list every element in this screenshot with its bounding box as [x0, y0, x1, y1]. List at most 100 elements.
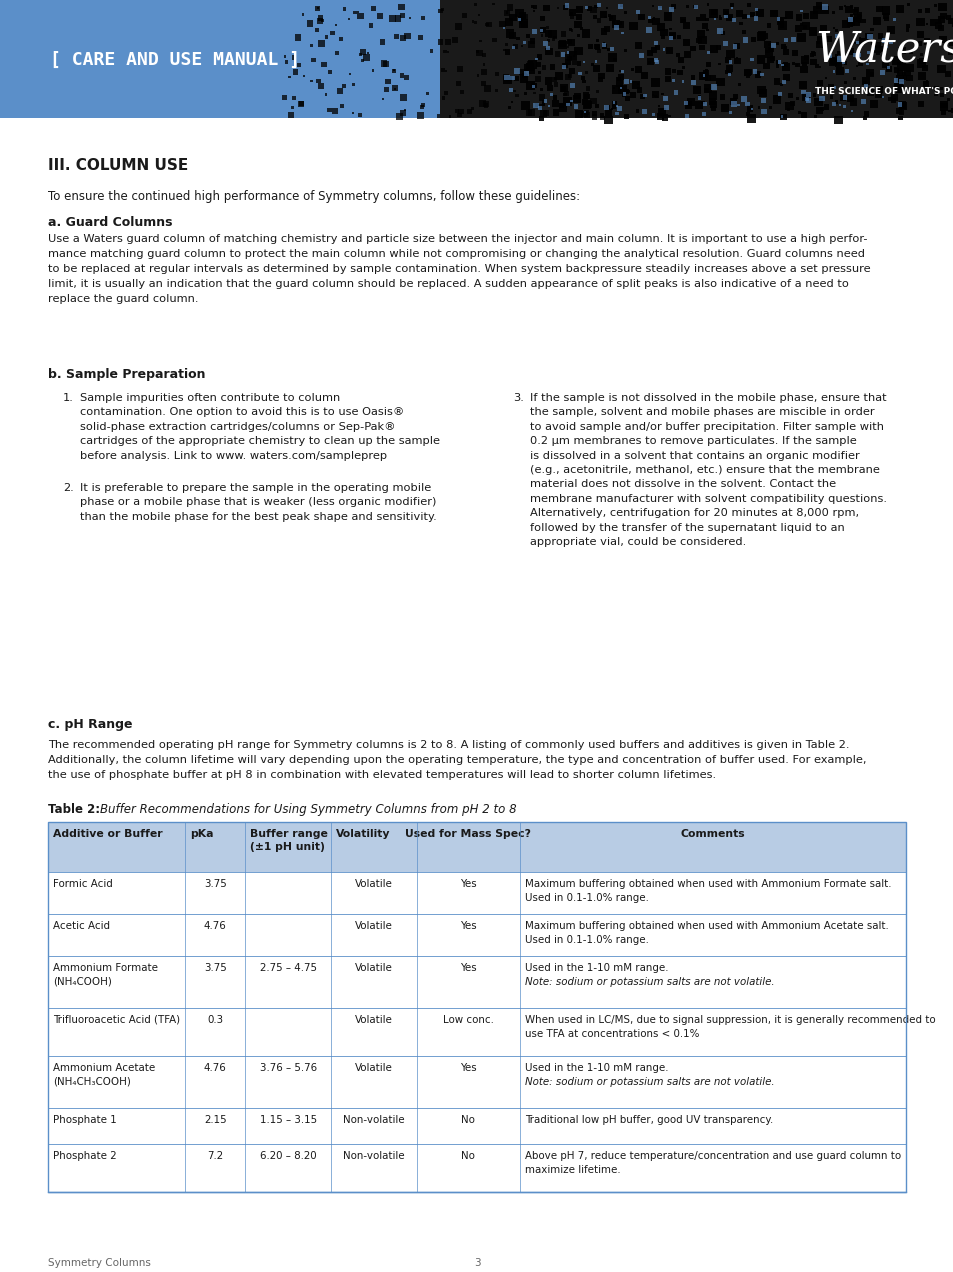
- Bar: [844, 6, 852, 13]
- Text: 3: 3: [474, 1258, 479, 1268]
- Bar: [605, 6, 608, 9]
- Bar: [629, 80, 632, 83]
- Bar: [384, 86, 389, 93]
- Bar: [787, 93, 792, 98]
- Bar: [566, 39, 572, 45]
- Bar: [48, 1108, 905, 1144]
- Bar: [790, 37, 795, 42]
- Bar: [741, 29, 745, 33]
- Bar: [338, 37, 343, 41]
- Bar: [680, 80, 683, 83]
- Bar: [801, 61, 805, 66]
- Bar: [48, 873, 905, 915]
- Bar: [782, 62, 787, 67]
- Bar: [830, 59, 835, 64]
- Bar: [573, 104, 578, 108]
- Bar: [339, 104, 344, 108]
- Bar: [372, 70, 374, 71]
- Bar: [823, 104, 828, 109]
- Bar: [841, 61, 843, 64]
- Bar: [872, 46, 880, 53]
- Bar: [661, 114, 667, 121]
- Bar: [829, 95, 832, 99]
- Bar: [856, 13, 861, 17]
- Bar: [809, 10, 818, 19]
- Bar: [723, 15, 727, 18]
- Text: [ CARE AND USE MANUAL ]: [ CARE AND USE MANUAL ]: [50, 51, 300, 69]
- Bar: [297, 100, 304, 107]
- Bar: [896, 70, 902, 76]
- Bar: [729, 111, 732, 113]
- Bar: [898, 79, 903, 84]
- Bar: [561, 65, 565, 69]
- Bar: [837, 51, 841, 55]
- Bar: [455, 23, 461, 31]
- Bar: [731, 18, 735, 22]
- Bar: [356, 10, 359, 13]
- Bar: [833, 86, 836, 89]
- Bar: [795, 64, 797, 66]
- Bar: [335, 24, 337, 27]
- Bar: [624, 95, 629, 100]
- Bar: [514, 76, 518, 81]
- Bar: [760, 98, 765, 103]
- Bar: [564, 59, 571, 65]
- Bar: [704, 75, 710, 81]
- Bar: [516, 37, 519, 41]
- Bar: [617, 22, 623, 28]
- Text: 4.76: 4.76: [204, 921, 227, 931]
- Bar: [349, 73, 351, 75]
- Bar: [592, 65, 599, 73]
- Bar: [316, 79, 320, 83]
- Bar: [937, 3, 945, 11]
- Bar: [541, 102, 545, 106]
- Bar: [537, 71, 540, 75]
- Bar: [532, 10, 535, 13]
- Bar: [462, 13, 467, 18]
- Bar: [554, 51, 559, 57]
- Bar: [395, 113, 403, 120]
- Bar: [870, 41, 874, 45]
- Bar: [605, 104, 610, 109]
- Bar: [702, 70, 708, 76]
- Bar: [857, 61, 862, 66]
- Bar: [508, 78, 512, 80]
- Bar: [657, 104, 659, 107]
- Bar: [292, 55, 295, 60]
- Bar: [646, 57, 654, 65]
- Bar: [692, 86, 700, 94]
- Bar: [336, 88, 342, 94]
- Bar: [581, 29, 590, 38]
- Bar: [617, 106, 621, 111]
- Bar: [502, 48, 505, 51]
- Bar: [703, 84, 711, 93]
- Bar: [801, 22, 809, 31]
- Bar: [893, 83, 901, 90]
- Bar: [520, 20, 528, 28]
- Bar: [819, 95, 824, 102]
- Bar: [937, 17, 944, 23]
- Text: Formic Acid: Formic Acid: [53, 879, 112, 889]
- Bar: [664, 69, 670, 75]
- Bar: [383, 61, 389, 66]
- Bar: [606, 47, 609, 51]
- Bar: [553, 83, 558, 86]
- Bar: [943, 71, 950, 76]
- Bar: [641, 109, 646, 114]
- Bar: [590, 6, 597, 14]
- Bar: [705, 62, 710, 67]
- Bar: [740, 97, 746, 102]
- Bar: [523, 64, 530, 71]
- Bar: [940, 109, 945, 114]
- Bar: [515, 94, 518, 97]
- Bar: [933, 4, 936, 8]
- Bar: [698, 36, 706, 45]
- Bar: [371, 6, 375, 11]
- Bar: [285, 60, 288, 64]
- Text: 7.2: 7.2: [207, 1151, 223, 1161]
- Bar: [947, 51, 952, 56]
- Bar: [876, 51, 879, 55]
- Bar: [599, 116, 604, 121]
- Bar: [809, 59, 816, 65]
- Bar: [935, 19, 941, 24]
